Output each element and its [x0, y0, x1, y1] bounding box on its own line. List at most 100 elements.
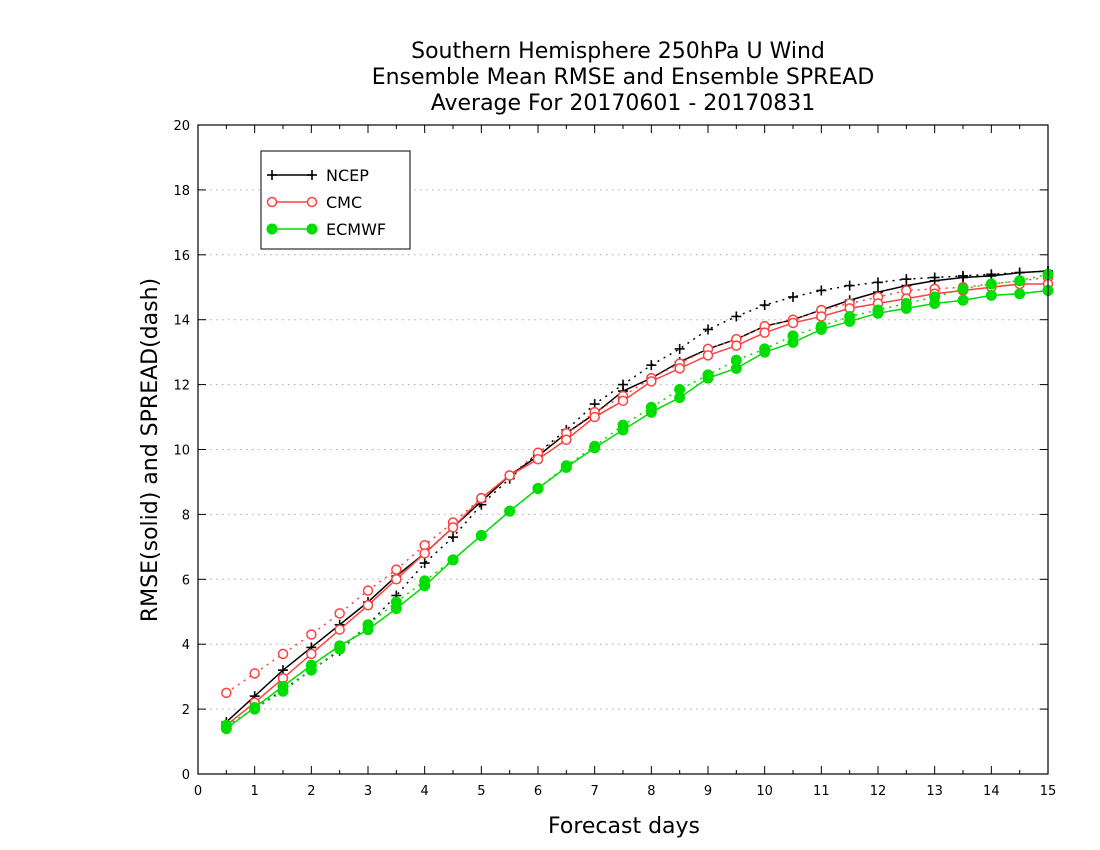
rmse-point-ecmwf-7	[419, 580, 431, 592]
chart-title: Southern Hemisphere 250hPa U Wind Ensemb…	[372, 39, 875, 116]
x-tick-label-12: 12	[870, 784, 887, 799]
rmse-point-ecmwf-17	[702, 372, 714, 384]
series-area	[220, 266, 1054, 735]
y-tick-label-3: 6	[182, 573, 190, 588]
spread-point-ecmwf-26	[957, 283, 969, 295]
x-tick-label-8: 8	[647, 784, 655, 799]
y-tick-label-9: 18	[173, 184, 190, 199]
rmse-point-cmc-19	[759, 327, 770, 338]
spread-point-cmc-5	[362, 585, 374, 596]
legend-marker-right-ncep	[307, 170, 317, 180]
rmse-point-cmc-9	[476, 492, 487, 504]
spread-line-ecmwf	[225, 273, 1049, 726]
rmse-point-cmc-6	[391, 574, 402, 585]
legend-marker-right-cmc	[306, 196, 318, 208]
spread-line-ncep	[225, 270, 1049, 726]
rmse-point-ecmwf-20	[787, 336, 799, 348]
legend-box	[260, 150, 411, 250]
y-axis-ticks: 0 2 4 6 8 10 12 14 16 18 20	[173, 119, 1048, 783]
legend-item-ecmwf: ECMWF	[266, 220, 386, 239]
y-tick-label-10: 20	[173, 119, 190, 134]
spread-point-ncep-18	[731, 311, 742, 322]
x-tick-label-14: 14	[983, 784, 1000, 799]
spread-point-ncep-16	[674, 343, 685, 354]
legend-label-ecmwf: ECMWF	[326, 220, 386, 239]
rmse-point-ecmwf-21	[815, 323, 827, 335]
rmse-line-ncep	[225, 270, 1049, 723]
rmse-point-ecmwf-12	[560, 461, 572, 473]
rmse-point-ecmwf-28	[1014, 288, 1026, 300]
rmse-point-ecmwf-9	[475, 529, 487, 541]
spread-point-cmc-6	[391, 564, 402, 575]
rmse-point-ecmwf-26	[957, 294, 969, 306]
x-tick-label-6: 6	[534, 784, 542, 799]
x-tick-label-15: 15	[1040, 784, 1057, 799]
rmse-point-ecmwf-5	[362, 624, 374, 636]
series-cmc	[221, 272, 1054, 731]
rmse-point-ecmwf-27	[985, 289, 997, 301]
rmse-point-ecmwf-8	[447, 554, 459, 566]
rmse-point-ecmwf-23	[872, 307, 884, 319]
rmse-point-cmc-10	[504, 470, 515, 481]
rmse-point-ecmwf-0	[220, 723, 232, 735]
rmse-point-ecmwf-14	[617, 424, 629, 436]
spread-point-cmc-0	[221, 687, 232, 699]
y-tick-label-5: 10	[173, 444, 190, 459]
x-tick-label-1: 1	[251, 784, 259, 799]
spread-point-ecmwf-28	[1014, 275, 1026, 287]
rmse-point-ecmwf-18	[730, 362, 742, 374]
spread-point-cmc-1	[249, 668, 260, 679]
x-tick-label-2: 2	[307, 784, 315, 799]
y-tick-label-6: 12	[173, 379, 190, 394]
rmse-point-cmc-17	[702, 350, 714, 361]
rmse-point-ecmwf-16	[674, 392, 686, 404]
spread-point-cmc-3	[306, 629, 317, 640]
spread-line-cmc	[225, 276, 1049, 694]
spread-point-cmc-2	[277, 648, 289, 660]
rmse-point-ecmwf-1	[249, 701, 261, 713]
x-tick-label-5: 5	[477, 784, 485, 799]
rmse-point-ncep-26	[958, 272, 968, 283]
rmse-point-ecmwf-10	[504, 505, 516, 517]
rmse-point-ecmwf-22	[844, 315, 856, 327]
rmse-point-cmc-12	[561, 434, 572, 446]
rmse-point-ecmwf-6	[390, 603, 402, 615]
x-axis-title: Forecast days	[548, 814, 700, 839]
x-tick-label-3: 3	[364, 784, 372, 799]
spread-point-ncep-8	[448, 532, 458, 543]
legend: NCEP CMC ECMWF	[260, 150, 411, 250]
legend-label-cmc: CMC	[326, 193, 362, 212]
legend-marker-left-ecmwf	[266, 223, 278, 235]
rmse-point-ecmwf-13	[589, 442, 601, 454]
spread-point-ecmwf-27	[985, 278, 997, 290]
legend-marker-right-ecmwf	[306, 223, 318, 235]
spread-point-ncep-21	[816, 285, 827, 296]
rmse-point-cmc-11	[532, 453, 544, 465]
rmse-point-cmc-4	[334, 624, 345, 635]
rmse-point-cmc-13	[589, 411, 600, 423]
title-line-2: Ensemble Mean RMSE and Ensemble SPREAD	[372, 65, 875, 90]
y-tick-label-7: 14	[173, 314, 190, 329]
rmse-point-cmc-14	[617, 395, 629, 407]
y-tick-label-2: 4	[182, 638, 190, 653]
y-tick-label-8: 16	[173, 249, 190, 264]
spread-point-ncep-7	[419, 558, 430, 569]
legend-label-ncep: NCEP	[326, 166, 369, 185]
legend-item-ncep: NCEP	[267, 166, 369, 185]
x-tick-label-4: 4	[421, 784, 429, 799]
rmse-point-cmc-16	[674, 363, 685, 374]
x-tick-label-9: 9	[704, 784, 712, 799]
rmse-point-cmc-21	[816, 311, 827, 322]
spread-point-cmc-4	[334, 608, 345, 619]
rmse-point-ecmwf-11	[532, 482, 544, 494]
rmse-point-ecmwf-19	[759, 346, 771, 358]
spread-point-ncep-15	[646, 360, 657, 371]
x-tick-label-10: 10	[756, 784, 773, 799]
spread-point-ncep-20	[788, 291, 798, 302]
x-tick-label-11: 11	[813, 784, 830, 799]
y-tick-label-4: 8	[182, 508, 190, 523]
rmse-line-cmc	[225, 283, 1048, 726]
title-line-3: Average For 20170601 - 20170831	[431, 91, 816, 116]
rmse-line-ecmwf	[225, 289, 1049, 730]
x-tick-label-13: 13	[926, 784, 943, 799]
